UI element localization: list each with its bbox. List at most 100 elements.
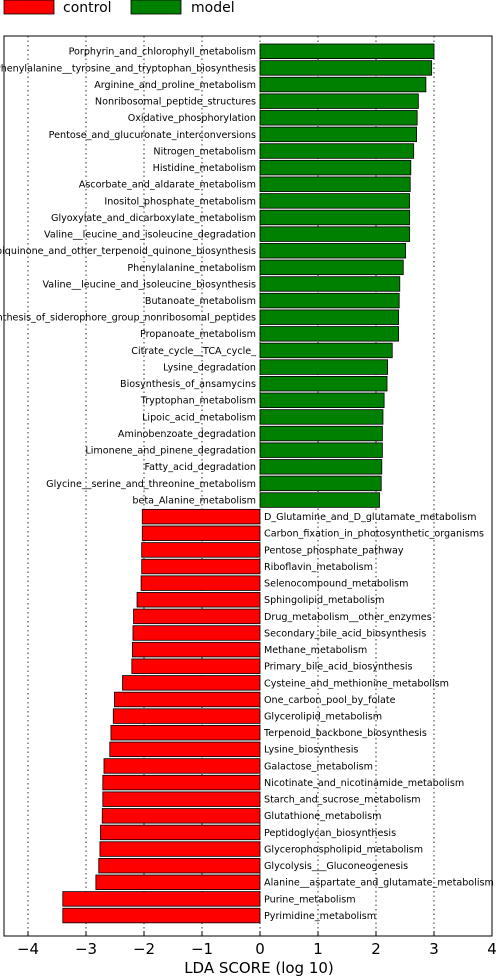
bar-label: Biosynthesis_of_siderophore_group_nonrib… xyxy=(0,313,256,324)
bar xyxy=(259,475,382,492)
bar xyxy=(62,891,261,907)
bar-label: Pentose_and_glucuronate_interconversions xyxy=(49,130,256,141)
bar xyxy=(132,625,261,641)
x-tick-label: −4 xyxy=(17,940,39,958)
bar-label: Fatty_acid_degradation xyxy=(145,462,256,473)
bar-label: Ascorbate_and_aldarate_metabolism xyxy=(79,180,256,191)
x-tick-label: −1 xyxy=(191,940,213,958)
bar-label: Nicotinate_and_nicotinamide_metabolism xyxy=(264,778,464,789)
bar-labels: Porphyrin_and_chlorophyll_metabolism Phen… xyxy=(0,47,494,922)
bar xyxy=(259,126,418,143)
bar-label: Inositol_phosphate_metabolism xyxy=(104,196,256,207)
bar-label: Valine__leucine_and_isoleucine_biosynthe… xyxy=(42,279,256,290)
bar xyxy=(259,292,400,309)
bar-label: Butanoate_metabolism xyxy=(145,296,256,307)
bar-label: Methane_metabolism xyxy=(264,645,367,656)
bar xyxy=(259,392,385,409)
bar-label: Starch_and_sucrose_metabolism xyxy=(264,795,421,806)
legend-item-control: control xyxy=(3,0,112,16)
bar-label: Terpenoid_backbone_biosynthesis xyxy=(263,728,427,739)
bar xyxy=(259,492,380,508)
legend-swatch-model xyxy=(130,0,182,15)
bar-label: Glyoxylate_and_dicarboxylate_metabolism xyxy=(51,213,256,224)
bar xyxy=(259,60,433,76)
bar xyxy=(95,874,261,891)
bar-label: One_carbon_pool_by_folate xyxy=(264,695,396,706)
bar-label: Biosynthesis_of_ansamycins xyxy=(120,379,256,390)
bar xyxy=(103,758,261,774)
bar xyxy=(141,558,261,575)
bar xyxy=(122,675,261,691)
bar-label: Arginine_and_proline_metabolism xyxy=(94,80,256,91)
bar xyxy=(114,691,261,708)
legend-item-model: model xyxy=(130,0,235,16)
bar-label: Valine__leucine_and_isoleucine_degradati… xyxy=(44,230,256,241)
bar-label: Aminobenzoate_degradation xyxy=(118,429,256,440)
bar xyxy=(259,276,401,292)
bar xyxy=(100,824,261,841)
bar-label: Porphyrin_and_chlorophyll_metabolism xyxy=(69,47,256,58)
bar-label: Phenylalanine__tyrosine_and_tryptophan_b… xyxy=(0,63,256,74)
x-axis: −4 −3 −2 −1 0 1 2 3 4 xyxy=(17,931,497,958)
bar-label: Galactose_metabolism xyxy=(264,761,373,772)
bar xyxy=(259,259,404,276)
x-tick-label: −3 xyxy=(75,940,97,958)
bar-label: Ubiquinone_and_other_terpenoid_quinone_b… xyxy=(0,246,256,257)
bar xyxy=(140,575,261,591)
legend: control model xyxy=(3,0,235,16)
legend-swatch-control xyxy=(3,0,55,15)
bar-label: Pyrimidine_metabolism xyxy=(264,911,376,922)
bar xyxy=(101,808,261,824)
bar-label: Selenocompound_metabolism xyxy=(264,579,409,590)
bar xyxy=(136,592,261,608)
bar xyxy=(62,907,261,924)
bar xyxy=(112,708,261,724)
bar xyxy=(110,725,261,741)
bar xyxy=(259,409,384,425)
bar-label: Phenylalanine_metabolism xyxy=(127,263,256,274)
bar-label: Carbon_fixation_in_photosynthetic_organi… xyxy=(264,529,484,540)
bar xyxy=(141,525,261,541)
bar xyxy=(102,791,261,807)
bar xyxy=(259,309,400,325)
bar xyxy=(259,110,418,126)
bar-label: Citrate_cycle__TCA_cycle_ xyxy=(131,346,256,357)
bar-label: Oxidative_phosphorylation xyxy=(128,113,256,124)
bar xyxy=(259,226,411,242)
bar xyxy=(259,359,388,375)
bar xyxy=(259,243,406,259)
bar xyxy=(259,342,393,359)
bar-label: Purine_metabolism xyxy=(264,894,356,905)
bar-label: Lipoic_acid_metabolism xyxy=(142,412,256,423)
bar-label: D_Glutamine_and_D_glutamate_metabolism xyxy=(264,512,477,523)
bar xyxy=(259,143,415,159)
bar xyxy=(259,76,427,93)
bars xyxy=(62,43,435,924)
bar-label: Nitrogen_metabolism xyxy=(153,146,256,157)
bar-label: Primary_bile_acid_biosynthesis xyxy=(264,662,412,673)
bar-label: Secondary_bile_acid_biosynthesis xyxy=(264,628,426,639)
plot-frame xyxy=(3,35,493,937)
bar-label: Limonene_and_pinene_degradation xyxy=(85,446,256,457)
x-tick-label: −2 xyxy=(133,940,155,958)
legend-label-model: model xyxy=(191,0,235,16)
legend-label-control: control xyxy=(63,0,112,16)
x-tick-label: 1 xyxy=(313,940,323,958)
bar-label: Glutathione_metabolism xyxy=(264,811,382,822)
bar-label: Glycerolipid_metabolism xyxy=(264,712,382,723)
x-axis-title: LDA SCORE (log 10) xyxy=(184,959,334,977)
bar xyxy=(99,841,261,857)
bar-label: beta_Alanine_metabolism xyxy=(132,495,256,506)
x-tick-label: 3 xyxy=(429,940,439,958)
x-tick-label: 2 xyxy=(371,940,381,958)
bar xyxy=(259,442,383,458)
bar-label: Cysteine_and_methionine_metabolism xyxy=(264,678,449,689)
bar xyxy=(259,459,383,475)
bar-label: Histidine_metabolism xyxy=(153,163,256,174)
bar-label: Propanoate_metabolism xyxy=(140,329,256,340)
bar-label: Glycerophospholipid_metabolism xyxy=(264,844,423,855)
bar xyxy=(259,375,388,392)
bar xyxy=(259,93,419,109)
bar-label: Riboflavin_metabolism xyxy=(264,562,373,573)
